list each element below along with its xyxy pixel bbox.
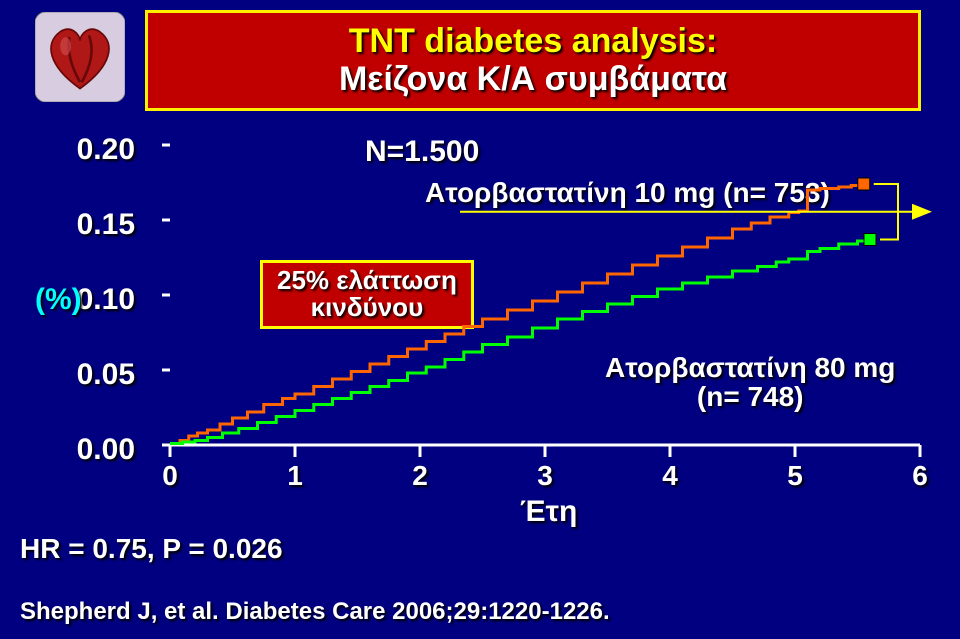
xtick-6: 6 xyxy=(900,460,940,492)
title-line-1: TNT diabetes analysis: xyxy=(349,23,717,60)
xtick-1: 1 xyxy=(275,460,315,492)
title-line-2: Μείζονα Κ/Α συμβάματα xyxy=(339,61,727,98)
heart-icon xyxy=(35,12,125,102)
x-axis-title: Έτη xyxy=(520,495,577,529)
xtick-2: 2 xyxy=(400,460,440,492)
xtick-5: 5 xyxy=(775,460,815,492)
title-box: TNT diabetes analysis: Μείζονα Κ/Α συμβά… xyxy=(145,10,921,111)
slide: TNT diabetes analysis: Μείζονα Κ/Α συμβά… xyxy=(0,0,960,639)
chart-area: N=1.500 0.20 0.15 0.10 0.05 0.00 (%) Ατο… xyxy=(0,115,960,555)
citation: Shepherd J, et al. Diabetes Care 2006;29… xyxy=(20,598,610,626)
xtick-4: 4 xyxy=(650,460,690,492)
hr-label: HR = 0.75, P = 0.026 xyxy=(20,533,283,565)
xtick-0: 0 xyxy=(150,460,190,492)
xtick-3: 3 xyxy=(525,460,565,492)
km-plot-svg xyxy=(0,115,960,515)
